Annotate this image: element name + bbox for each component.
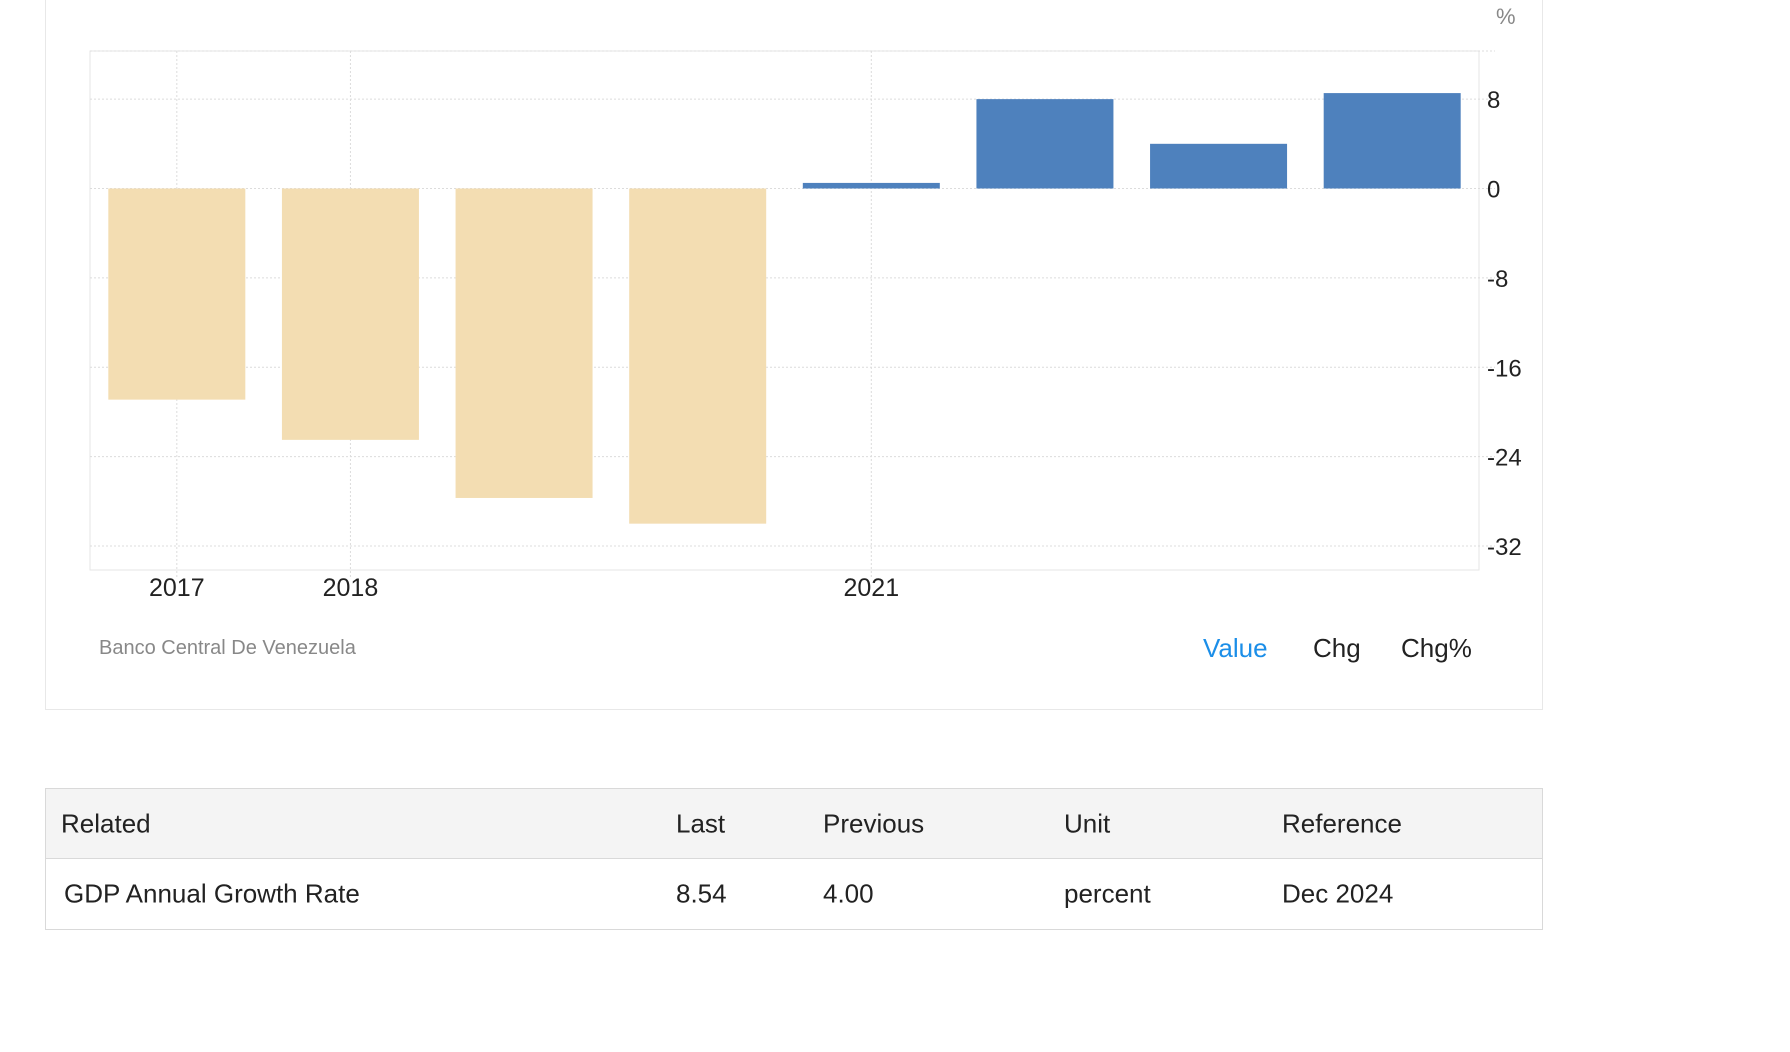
header-unit: Unit (1064, 808, 1111, 838)
chg-percent-toggle[interactable]: Chg% (1401, 633, 1472, 663)
header-last: Last (676, 808, 726, 838)
header-previous: Previous (823, 808, 925, 838)
related-table: Related Last Previous Unit Reference GDP… (45, 788, 1543, 930)
x-tick-label: 2021 (844, 574, 900, 602)
gdp-growth-bar-chart: 8 0 -8 -16 -24 -32% 2017 2018 2021 (89, 4, 1522, 602)
y-tick-label: 8 (1487, 87, 1500, 114)
x-tick-label: 2017 (149, 574, 205, 602)
row-reference: Dec 2024 (1282, 878, 1394, 909)
bar-2021 (802, 182, 940, 189)
bar-2018 (281, 188, 419, 440)
y-tick-label: 0 (1487, 177, 1500, 204)
plot-area (89, 50, 1480, 571)
value-toggle[interactable]: Value (1203, 633, 1268, 663)
y-unit-label: % (1496, 4, 1516, 29)
row-related[interactable]: GDP Annual Growth Rate (64, 878, 360, 909)
y-tick-label: -32 (1487, 534, 1522, 561)
bar-2022 (976, 99, 1114, 189)
bar-2020 (629, 188, 767, 524)
bar-2019 (455, 188, 593, 498)
header-related: Related (61, 808, 151, 838)
table-header-row: Related Last Previous Unit Reference (46, 789, 1542, 859)
header-reference: Reference (1282, 808, 1402, 838)
chg-toggle[interactable]: Chg (1313, 633, 1361, 663)
y-tick-label: -24 (1487, 445, 1522, 472)
chart-source: Banco Central De Venezuela (99, 637, 356, 659)
bar-2023 (1150, 143, 1288, 189)
y-tick-label: -16 (1487, 355, 1522, 382)
row-unit: percent (1064, 878, 1151, 909)
bar-2017 (108, 188, 246, 400)
row-previous: 4.00 (823, 878, 874, 909)
table-row[interactable]: GDP Annual Growth Rate 8.54 4.00 percent… (46, 859, 1542, 929)
row-last: 8.54 (676, 878, 727, 909)
bar-2024 (1323, 93, 1461, 189)
x-tick-label: 2018 (323, 574, 379, 602)
y-tick-label: -8 (1487, 266, 1508, 293)
